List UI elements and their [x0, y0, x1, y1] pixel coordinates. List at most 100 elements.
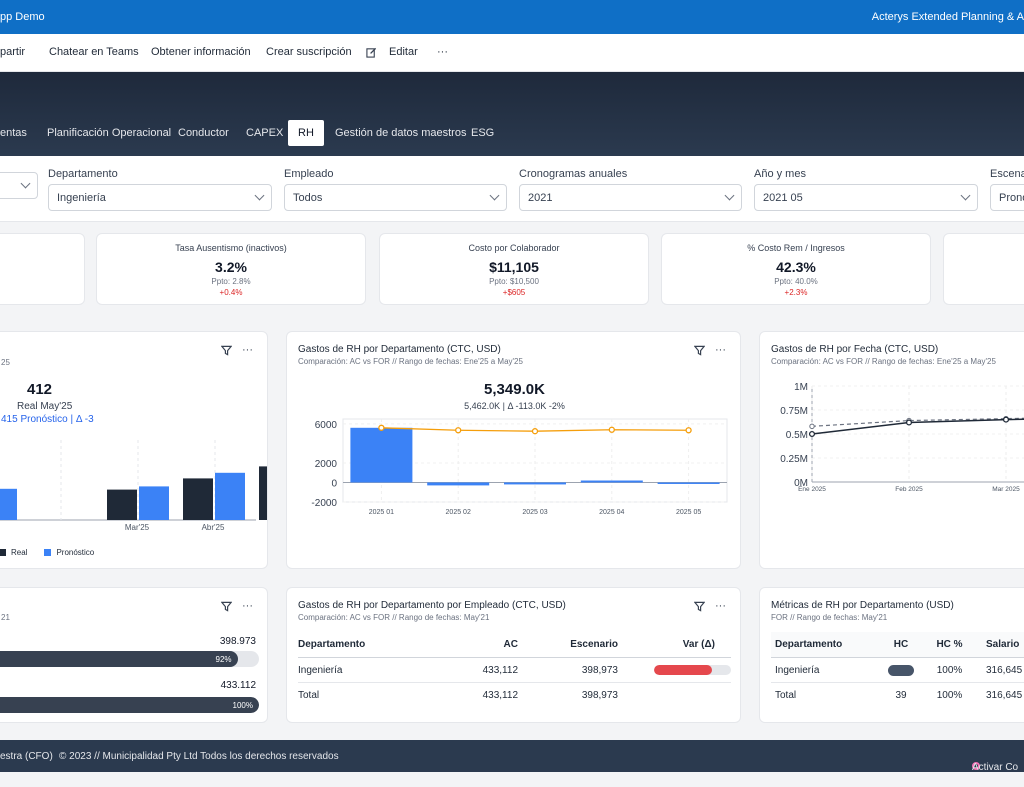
chevron-down-icon [960, 190, 971, 201]
hc-percent-cell: 100% [936, 690, 963, 701]
kpi-title: Costo por Colaborador [468, 243, 560, 253]
progress-fill: 100% [0, 697, 259, 713]
progress-percent: 100% [232, 700, 253, 710]
departamento-select[interactable]: Ingeniería [48, 184, 272, 211]
cronogramas-select[interactable]: 2021 [519, 184, 742, 211]
y-tick-label: 1M [794, 382, 808, 393]
more-options-icon[interactable]: ··· [715, 344, 726, 356]
filter-icon[interactable] [694, 601, 705, 612]
ano-mes-select[interactable]: 2021 05 [754, 184, 978, 211]
subscribe-label: Crear suscripción [266, 46, 352, 58]
table-row[interactable]: Ingeniería 433,112 398,973 [298, 658, 731, 683]
select-value: Ingeniería [57, 191, 106, 204]
card-tools: ··· [694, 344, 726, 356]
tab-ventas[interactable]: entas [0, 127, 27, 139]
card-title: Gastos de RH por Departamento por Emplea… [298, 600, 566, 611]
get-insights-button[interactable]: Obtener información [151, 46, 251, 58]
get-insights-label: Obtener información [151, 46, 251, 58]
actual-point [905, 419, 913, 426]
chart-labels: 6000 2000 0 -2000 2025 01 2025 02 2025 03 2025 … [311, 420, 701, 516]
activate-icon [972, 762, 980, 770]
table-total-row: Total 39 100% 316,645 [771, 683, 1024, 708]
tab-rh[interactable]: RH [288, 120, 324, 146]
legend-swatch-real [0, 549, 6, 556]
bar-ac [580, 480, 643, 483]
variance-bar-track [654, 665, 731, 675]
footer-activate-label: Activar Co [972, 762, 1019, 773]
tab-gestion-datos-maestros[interactable]: Gestión de datos maestros [335, 127, 467, 139]
kpi-budget: Ppto: 2.8% [211, 277, 251, 286]
tab-conductor[interactable]: Conductor [178, 127, 229, 139]
empleado-select[interactable]: Todos [284, 184, 507, 211]
more-options-icon[interactable]: ··· [715, 600, 726, 612]
card-tools: ··· [694, 600, 726, 612]
tab-capex[interactable]: CAPEX [246, 127, 284, 139]
filter-bar: Departamento Ingeniería Empleado Todos C… [0, 156, 1024, 222]
hc-cell [881, 664, 921, 676]
y-tick-label: 0 [331, 478, 337, 489]
x-tick-label: 2025 03 [522, 509, 547, 516]
forecast-point [531, 428, 539, 435]
more-options-icon[interactable]: ··· [242, 344, 253, 356]
share-label: partir [0, 46, 26, 58]
filter-label: Departamento [48, 168, 118, 180]
column-header: Escenario [570, 639, 618, 650]
subscribe-button[interactable]: Crear suscripción [266, 46, 352, 58]
progress-track: 92% [0, 651, 259, 667]
filter-empleado: Empleado Todos [284, 168, 507, 211]
progress-percent: 92% [215, 654, 232, 664]
app-header: pp Demo Acterys Extended Planning & A [0, 0, 1024, 34]
employee-expense-table: Departamento AC Escenario Var (Δ) Ingeni… [298, 632, 731, 708]
headcount-card: 25 ··· 412 Real May'25 415 Pronóstico | … [0, 331, 268, 569]
escenario-select[interactable]: Pronós [990, 184, 1024, 211]
actual-point [1002, 416, 1010, 423]
column-header: HC % [936, 639, 963, 650]
dept-total-value: 5,349.0K [484, 381, 545, 398]
card-subtitle: Comparación: AC vs FOR // Rango de fecha… [298, 357, 523, 366]
more-label: ··· [437, 46, 448, 58]
salary-cell: 316,645 [986, 690, 1023, 701]
ac-cell: 433,112 [482, 664, 518, 676]
card-title: Gastos de RH por Departamento (CTC, USD) [298, 344, 501, 355]
column-header: Var (Δ) [682, 639, 715, 650]
more-options-icon[interactable]: ··· [242, 600, 253, 612]
filter-icon[interactable] [694, 345, 705, 356]
x-tick-label: 2025 04 [599, 509, 624, 516]
edit-label: Editar [389, 46, 418, 58]
table-header: Departamento AC Escenario Var (Δ) [298, 632, 731, 658]
headcount-caption: Real May'25 [17, 401, 73, 412]
select-value: 2021 05 [763, 191, 803, 204]
y-tick-label: 0.25M [780, 454, 808, 465]
footer: estra (CFO) © 2023 // Municipalidad Pty … [0, 740, 1024, 773]
partial-select[interactable] [0, 172, 38, 199]
filter-icon[interactable] [221, 345, 232, 356]
metrics-table: Departamento HC HC % Salario Ingeniería … [771, 632, 1024, 708]
y-tick-label: 0.5M [786, 430, 808, 441]
kpi-budget: Ppto: 40.0% [774, 277, 818, 286]
table-row[interactable]: Ingeniería 100% 316,645 [771, 658, 1024, 683]
dept-cell: Ingeniería [298, 664, 343, 676]
filter-label: Año y mes [754, 168, 806, 180]
progress-card: 21 ··· 398.973 92% 433.112 100% [0, 587, 268, 723]
edit-button[interactable]: Editar [366, 46, 418, 58]
more-options-button[interactable]: ··· [437, 46, 448, 58]
y-tick-label: 0M [794, 478, 808, 489]
actual-line [811, 418, 1024, 435]
tab-esg[interactable]: ESG [471, 127, 495, 139]
x-tick-label: Ene 2025 [798, 486, 826, 493]
scenario-cell: 398,973 [581, 664, 618, 676]
dept-total-comparison: 5,462.0K | Δ -113.0K -2% [464, 401, 565, 411]
teams-chat-button[interactable]: Chatear en Teams [49, 46, 139, 58]
date-expense-card: Gastos de RH por Fecha (CTC, USD) Compar… [759, 331, 1024, 569]
share-button[interactable]: partir [0, 46, 25, 58]
dept-expense-card: Gastos de RH por Departamento (CTC, USD)… [286, 331, 741, 569]
chart-legend: Real Pronóstico [0, 548, 94, 557]
bar-real [183, 478, 213, 520]
filter-icon[interactable] [221, 601, 232, 612]
card-tools: ··· [221, 344, 253, 356]
dept-cell: Total [775, 690, 797, 701]
dept-cell: Total [298, 690, 320, 701]
chevron-down-icon [20, 178, 31, 189]
tab-planificacion-operacional[interactable]: Planificación Operacional [47, 127, 172, 139]
